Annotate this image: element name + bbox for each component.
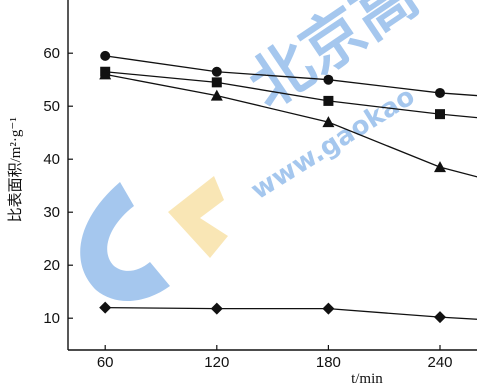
x-axis-label: t/min — [351, 371, 383, 384]
y-tick-label: 40 — [43, 151, 60, 168]
y-tick-label: 30 — [43, 204, 60, 221]
diamond-marker — [322, 302, 335, 315]
y-tick-label: 20 — [43, 257, 60, 274]
y-axis-label: 比表面积/m²·g⁻¹ — [7, 117, 24, 222]
series-3: 350℃ — [99, 68, 477, 178]
watermark-logo-blue-arc — [80, 182, 170, 302]
triangle-marker — [322, 116, 335, 128]
triangle-marker — [210, 89, 223, 101]
y-tick-label: 60 — [43, 45, 60, 62]
circle-marker — [211, 66, 222, 77]
y-tick-label: 50 — [43, 98, 60, 115]
x-tick-label: 240 — [427, 354, 452, 371]
square-marker — [211, 77, 222, 88]
y-tick-label: 10 — [43, 310, 60, 327]
x-tick-label: 60 — [97, 354, 114, 371]
square-marker — [323, 95, 334, 106]
triangle-marker — [99, 68, 112, 80]
triangle-marker — [434, 161, 446, 173]
square-marker — [435, 109, 445, 120]
circle-marker — [323, 74, 334, 85]
watermark-logo-yellow-chevron — [168, 176, 228, 258]
x-tick-label: 180 — [316, 354, 341, 371]
diamond-marker — [210, 302, 223, 315]
circle-marker — [435, 87, 445, 98]
series-line — [105, 306, 477, 320]
series-4: 550℃ — [99, 301, 477, 324]
axes: 60120180240300360102030405060t/min比表面积/m… — [7, 0, 477, 384]
plot-area: 300℃280℃350℃550℃ — [99, 50, 477, 324]
series-1: 300℃ — [100, 50, 477, 98]
watermark: 北京高考 www.gaokao — [80, 0, 477, 302]
x-tick-label: 120 — [204, 354, 229, 371]
diamond-marker — [434, 311, 446, 324]
circle-marker — [100, 50, 111, 61]
diamond-marker — [99, 301, 112, 314]
